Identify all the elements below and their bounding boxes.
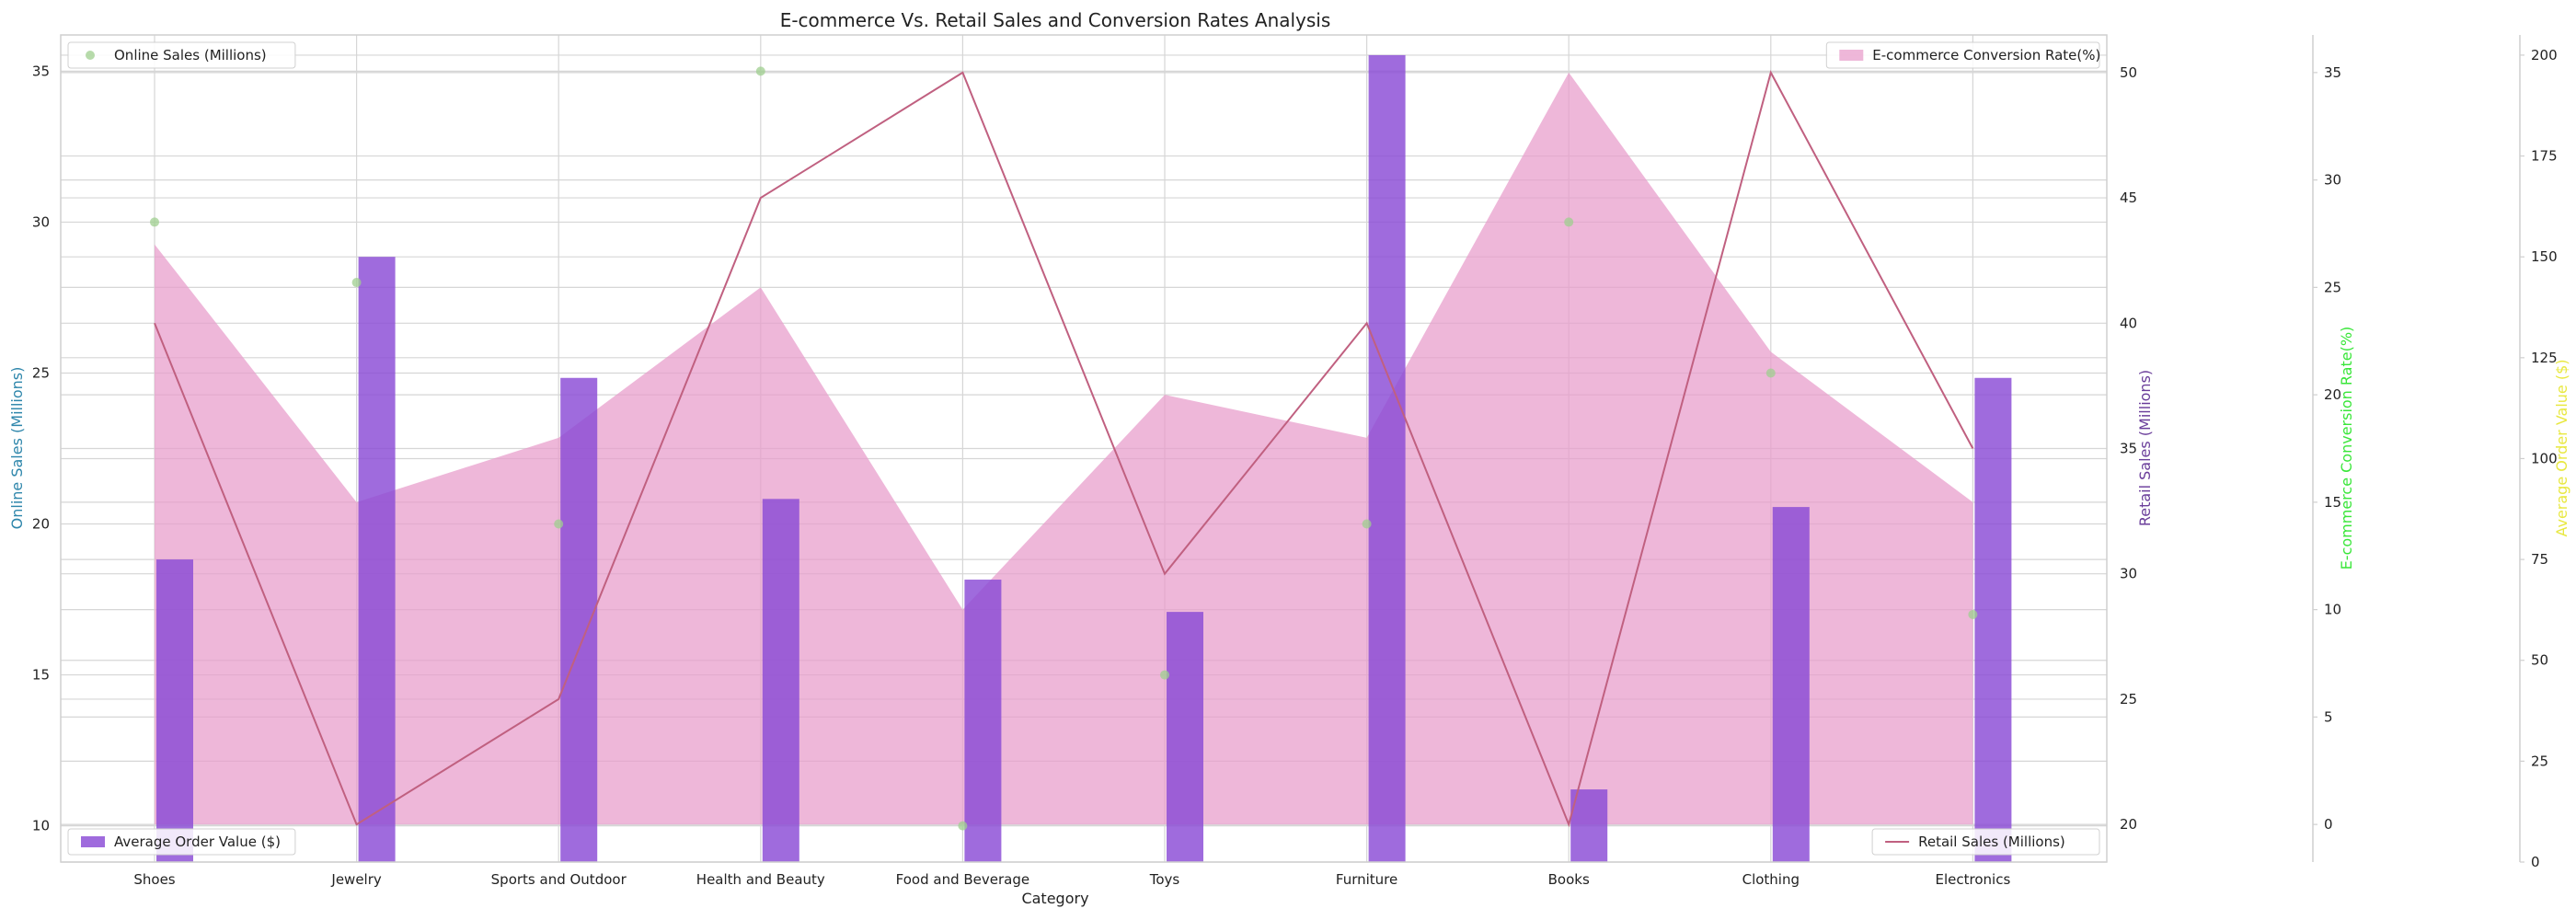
y-tick-label-order: 0 <box>2531 854 2540 870</box>
legend-box <box>67 828 296 856</box>
x-tick-label: Furniture <box>1336 871 1397 888</box>
y-tick-label-retail: 40 <box>2120 315 2137 331</box>
point-online-sales <box>1968 609 1978 619</box>
y-tick-label-conversion: 10 <box>2324 602 2341 618</box>
legend-box <box>1825 41 2100 69</box>
y-tick-label-retail: 50 <box>2120 64 2137 81</box>
y-axis-label-online: Online Sales (Millions) <box>8 367 26 530</box>
point-online-sales <box>1160 670 1169 680</box>
y-tick-label-order: 100 <box>2531 450 2558 466</box>
y-tick-label-order: 25 <box>2531 753 2548 769</box>
point-online-sales <box>150 217 159 227</box>
legend-bar: Average Order Value ($) <box>67 828 296 856</box>
x-tick-label: Clothing <box>1742 871 1800 888</box>
y-tick-label-retail: 25 <box>2120 691 2137 707</box>
x-tick-label: Health and Beauty <box>696 871 825 888</box>
y-tick-label-online: 20 <box>32 516 50 533</box>
point-online-sales <box>1362 519 1372 529</box>
y-tick-label-retail: 20 <box>2120 816 2137 833</box>
y-tick-label-retail: 35 <box>2120 441 2137 457</box>
y-tick-label-retail: 30 <box>2120 566 2137 582</box>
x-tick-label: Shoes <box>133 871 175 888</box>
point-online-sales <box>351 278 362 288</box>
point-online-sales <box>1564 217 1574 227</box>
bar-average-order-value <box>560 377 598 862</box>
y-tick-label-conversion: 0 <box>2324 816 2333 833</box>
y-tick-label-conversion: 30 <box>2324 172 2341 189</box>
y-tick-label-retail: 45 <box>2120 190 2137 206</box>
area-conversion-rate <box>155 72 1973 825</box>
legend-area: E-commerce Conversion Rate(%) <box>1825 41 2100 69</box>
y-tick-label-online: 10 <box>32 818 50 834</box>
y-tick-label-online: 30 <box>32 213 50 230</box>
plot-frame <box>60 34 2108 863</box>
x-tick-label: Food and Beverage <box>896 871 1029 888</box>
bar-average-order-value <box>762 499 799 862</box>
legend-swatch <box>81 836 105 847</box>
point-online-sales <box>958 821 968 831</box>
y-tick-label-conversion: 35 <box>2324 64 2341 81</box>
y-tick-label-order: 50 <box>2531 652 2548 669</box>
legend-box <box>67 41 296 69</box>
legend-box <box>1871 828 2100 856</box>
point-online-sales <box>1765 368 1776 378</box>
y-tick-label-online: 35 <box>32 63 50 79</box>
bar-average-order-value <box>964 580 1002 862</box>
bar-average-order-value <box>1772 507 1810 862</box>
y-tick-label-online: 25 <box>32 364 50 381</box>
chart-title: E-commerce Vs. Retail Sales and Conversi… <box>780 9 1331 31</box>
y-tick-label-order: 150 <box>2531 248 2558 265</box>
legend-label: E-commerce Conversion Rate(%) <box>1872 47 2100 63</box>
y-tick-label-order: 200 <box>2531 47 2558 63</box>
x-tick-label: Jewelry <box>330 871 381 888</box>
legend-swatch <box>86 51 95 60</box>
y-tick-label-order: 175 <box>2531 148 2558 165</box>
legend-swatch <box>1839 50 1864 61</box>
bar-average-order-value <box>1570 789 1608 862</box>
y-tick-label-conversion: 25 <box>2324 279 2341 295</box>
point-online-sales <box>554 519 564 529</box>
bar-average-order-value <box>1167 612 1203 862</box>
x-tick-label: Books <box>1548 871 1590 888</box>
line-retail-sales <box>154 70 1974 828</box>
bar-average-order-value <box>1368 54 1406 863</box>
x-tick-label: Electronics <box>1936 871 2011 888</box>
legend-label: Online Sales (Millions) <box>114 47 267 63</box>
y-axis-label-conversion: E-commerce Conversion Rate(%) <box>2338 327 2355 570</box>
y-tick-label-conversion: 15 <box>2324 494 2341 511</box>
legend-scatter: Online Sales (Millions) <box>67 41 296 69</box>
y-tick-label-conversion: 20 <box>2324 386 2341 403</box>
y-tick-label-conversion: 5 <box>2324 708 2333 725</box>
y-axis-label-retail: Retail Sales (Millions) <box>2136 370 2154 526</box>
bar-average-order-value <box>156 559 193 862</box>
point-online-sales <box>755 66 765 76</box>
x-tick-label: Toys <box>1149 871 1180 888</box>
bar-average-order-value <box>1974 377 2012 862</box>
y-tick-label-order: 75 <box>2531 551 2548 568</box>
legend-label: Average Order Value ($) <box>114 834 281 850</box>
y-tick-label-order: 125 <box>2531 350 2558 366</box>
y-axis-label-order: Average Order Value ($) <box>2553 359 2570 536</box>
y-tick-label-online: 15 <box>32 667 50 684</box>
bar-average-order-value <box>358 257 396 862</box>
legend-line: Retail Sales (Millions) <box>1871 828 2100 856</box>
legend-label: Retail Sales (Millions) <box>1918 834 2065 850</box>
x-tick-label: Sports and Outdoor <box>491 871 627 888</box>
x-axis-label: Category <box>1021 890 1088 907</box>
